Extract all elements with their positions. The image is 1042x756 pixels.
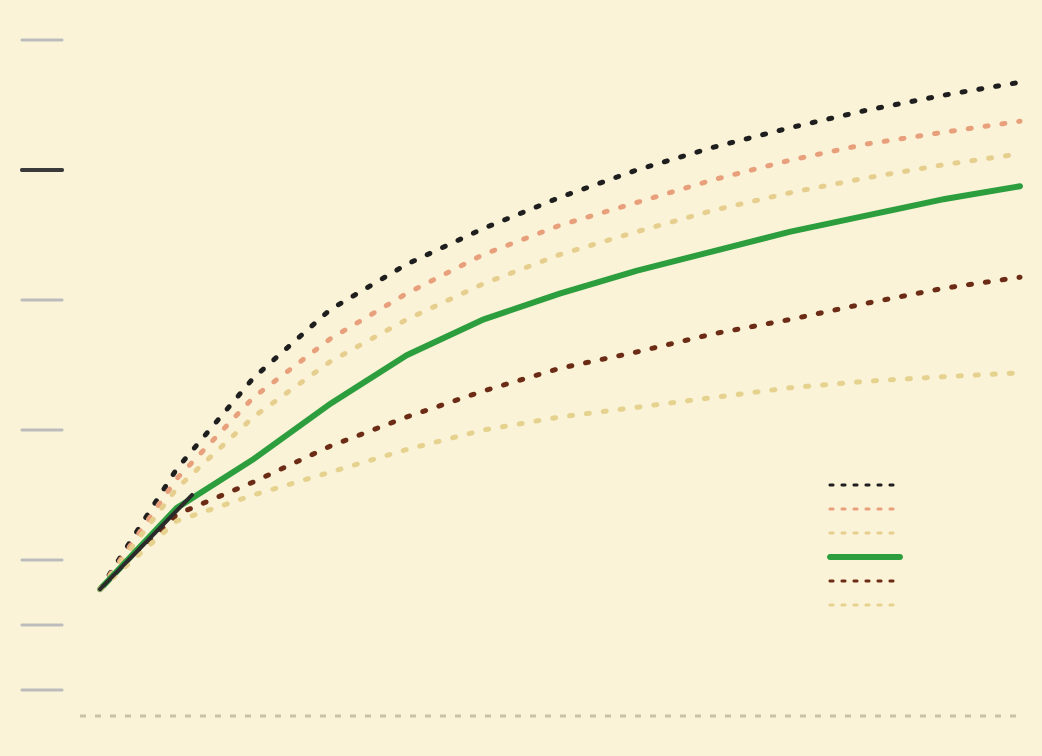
series-layer: [97, 79, 1023, 593]
series-line-4: [97, 183, 1023, 593]
series-line-3: [97, 151, 1023, 592]
series-line-2: [97, 118, 1023, 592]
series-line-1: [97, 79, 1023, 592]
series-origin-segment: [98, 493, 194, 592]
series-line-5: [97, 274, 1023, 592]
legend: [827, 483, 903, 607]
axis-layer: [20, 38, 1020, 718]
